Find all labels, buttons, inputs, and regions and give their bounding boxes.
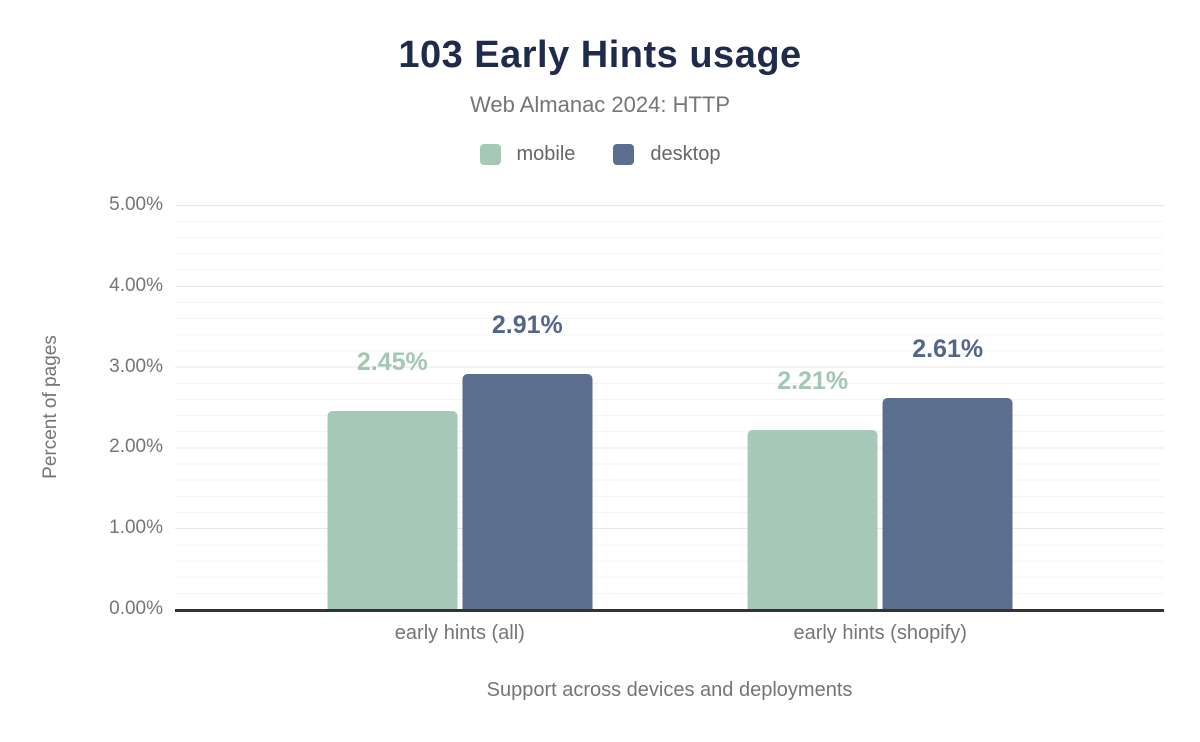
- y-tick-label: 4.00%: [109, 274, 163, 296]
- bar-value-label-desktop: 2.91%: [491, 310, 563, 339]
- y-tick-label: 2.00%: [109, 436, 163, 458]
- legend-item-mobile: mobile: [479, 143, 576, 166]
- x-axis-title: Support across devices and deployments: [486, 679, 853, 701]
- x-category-label-1: early hints (shopify): [793, 622, 967, 644]
- y-tick-label: 0.00%: [109, 598, 163, 619]
- y-axis-ticks: 0.00% 1.00% 2.00% 3.00% 4.00% 5.00%: [0, 194, 163, 619]
- chart-title: 103 Early Hints usage: [398, 34, 802, 76]
- legend: mobile desktop: [0, 143, 1200, 166]
- y-tick-label: 1.00%: [109, 517, 163, 539]
- legend-label-mobile: mobile: [516, 143, 576, 165]
- x-category-label-0: early hints (all): [394, 622, 525, 644]
- plot-area: 2.45% 2.91% 2.21% 2.61%: [175, 205, 1164, 612]
- bar-value-label-mobile: 2.21%: [777, 367, 849, 396]
- bar-group-1: 2.21% 2.61%: [747, 205, 1013, 609]
- bar-mobile-0: [327, 411, 458, 609]
- desktop-swatch-icon: [613, 144, 635, 165]
- bar-desktop-1: [882, 398, 1013, 609]
- mobile-swatch-icon: [479, 144, 501, 165]
- bar-slot: 2.21%: [747, 205, 878, 609]
- chart-subtitle: Web Almanac 2024: HTTP: [469, 92, 731, 117]
- bar-slot: 2.61%: [882, 205, 1013, 609]
- bar-slot: 2.91%: [462, 205, 593, 609]
- bar-desktop-0: [462, 373, 593, 609]
- bar-mobile-1: [747, 430, 878, 609]
- bar-value-label-mobile: 2.45%: [356, 348, 428, 377]
- bar-value-label-desktop: 2.61%: [912, 335, 984, 364]
- bar-slot: 2.45%: [327, 205, 458, 609]
- y-tick-label: 5.00%: [109, 194, 163, 215]
- bar-group-0: 2.45% 2.91%: [327, 205, 593, 609]
- legend-label-desktop: desktop: [650, 143, 721, 165]
- y-tick-label: 3.00%: [109, 355, 163, 377]
- legend-item-desktop: desktop: [613, 143, 720, 166]
- x-axis-labels: early hints (all) early hints (shopify): [175, 622, 1164, 648]
